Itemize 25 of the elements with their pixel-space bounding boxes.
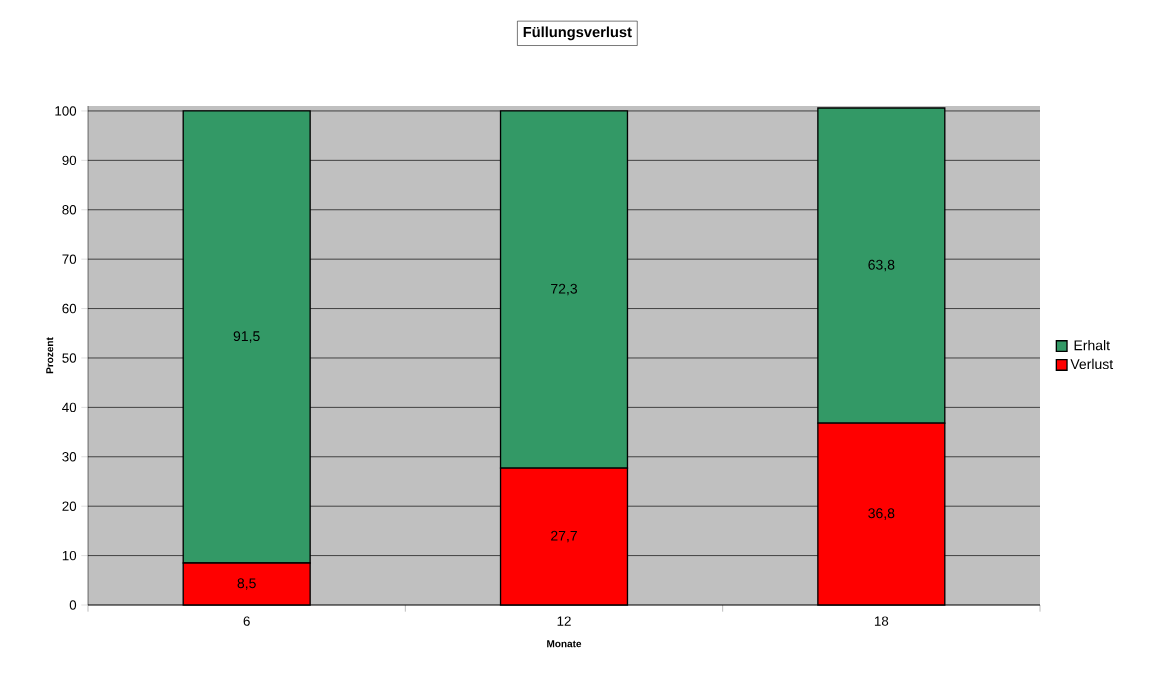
chart-title: Füllungsverlust xyxy=(523,26,632,41)
x-tick-label: 6 xyxy=(243,616,250,626)
y-tick-label: 70 xyxy=(62,254,77,264)
y-tick-label: 0 xyxy=(69,600,77,610)
legend-label: Erhalt xyxy=(1074,340,1110,351)
legend-label: Verlust xyxy=(1070,358,1114,370)
y-tick-label: 90 xyxy=(62,155,77,166)
data-label: 63,8 xyxy=(868,259,895,272)
x-axis-title: Monate xyxy=(547,640,582,648)
data-label: 72,3 xyxy=(551,283,578,296)
data-label: 8,5 xyxy=(237,578,256,590)
y-tick-label: 10 xyxy=(62,550,77,561)
x-tick-label: 18 xyxy=(874,616,889,626)
data-label: 27,7 xyxy=(551,530,577,543)
y-tick-label: 20 xyxy=(62,501,77,511)
y-tick-label: 100 xyxy=(55,106,77,116)
y-axis-title: Prozent xyxy=(46,337,54,374)
data-label: 36,8 xyxy=(868,508,895,520)
y-tick-label: 60 xyxy=(62,303,77,314)
y-tick-label: 30 xyxy=(62,452,77,462)
x-tick-label: 12 xyxy=(557,616,571,626)
y-tick-label: 80 xyxy=(62,205,77,215)
y-tick-label: 40 xyxy=(62,402,77,413)
data-label: 91,5 xyxy=(233,331,260,343)
y-tick-label: 50 xyxy=(62,353,77,363)
